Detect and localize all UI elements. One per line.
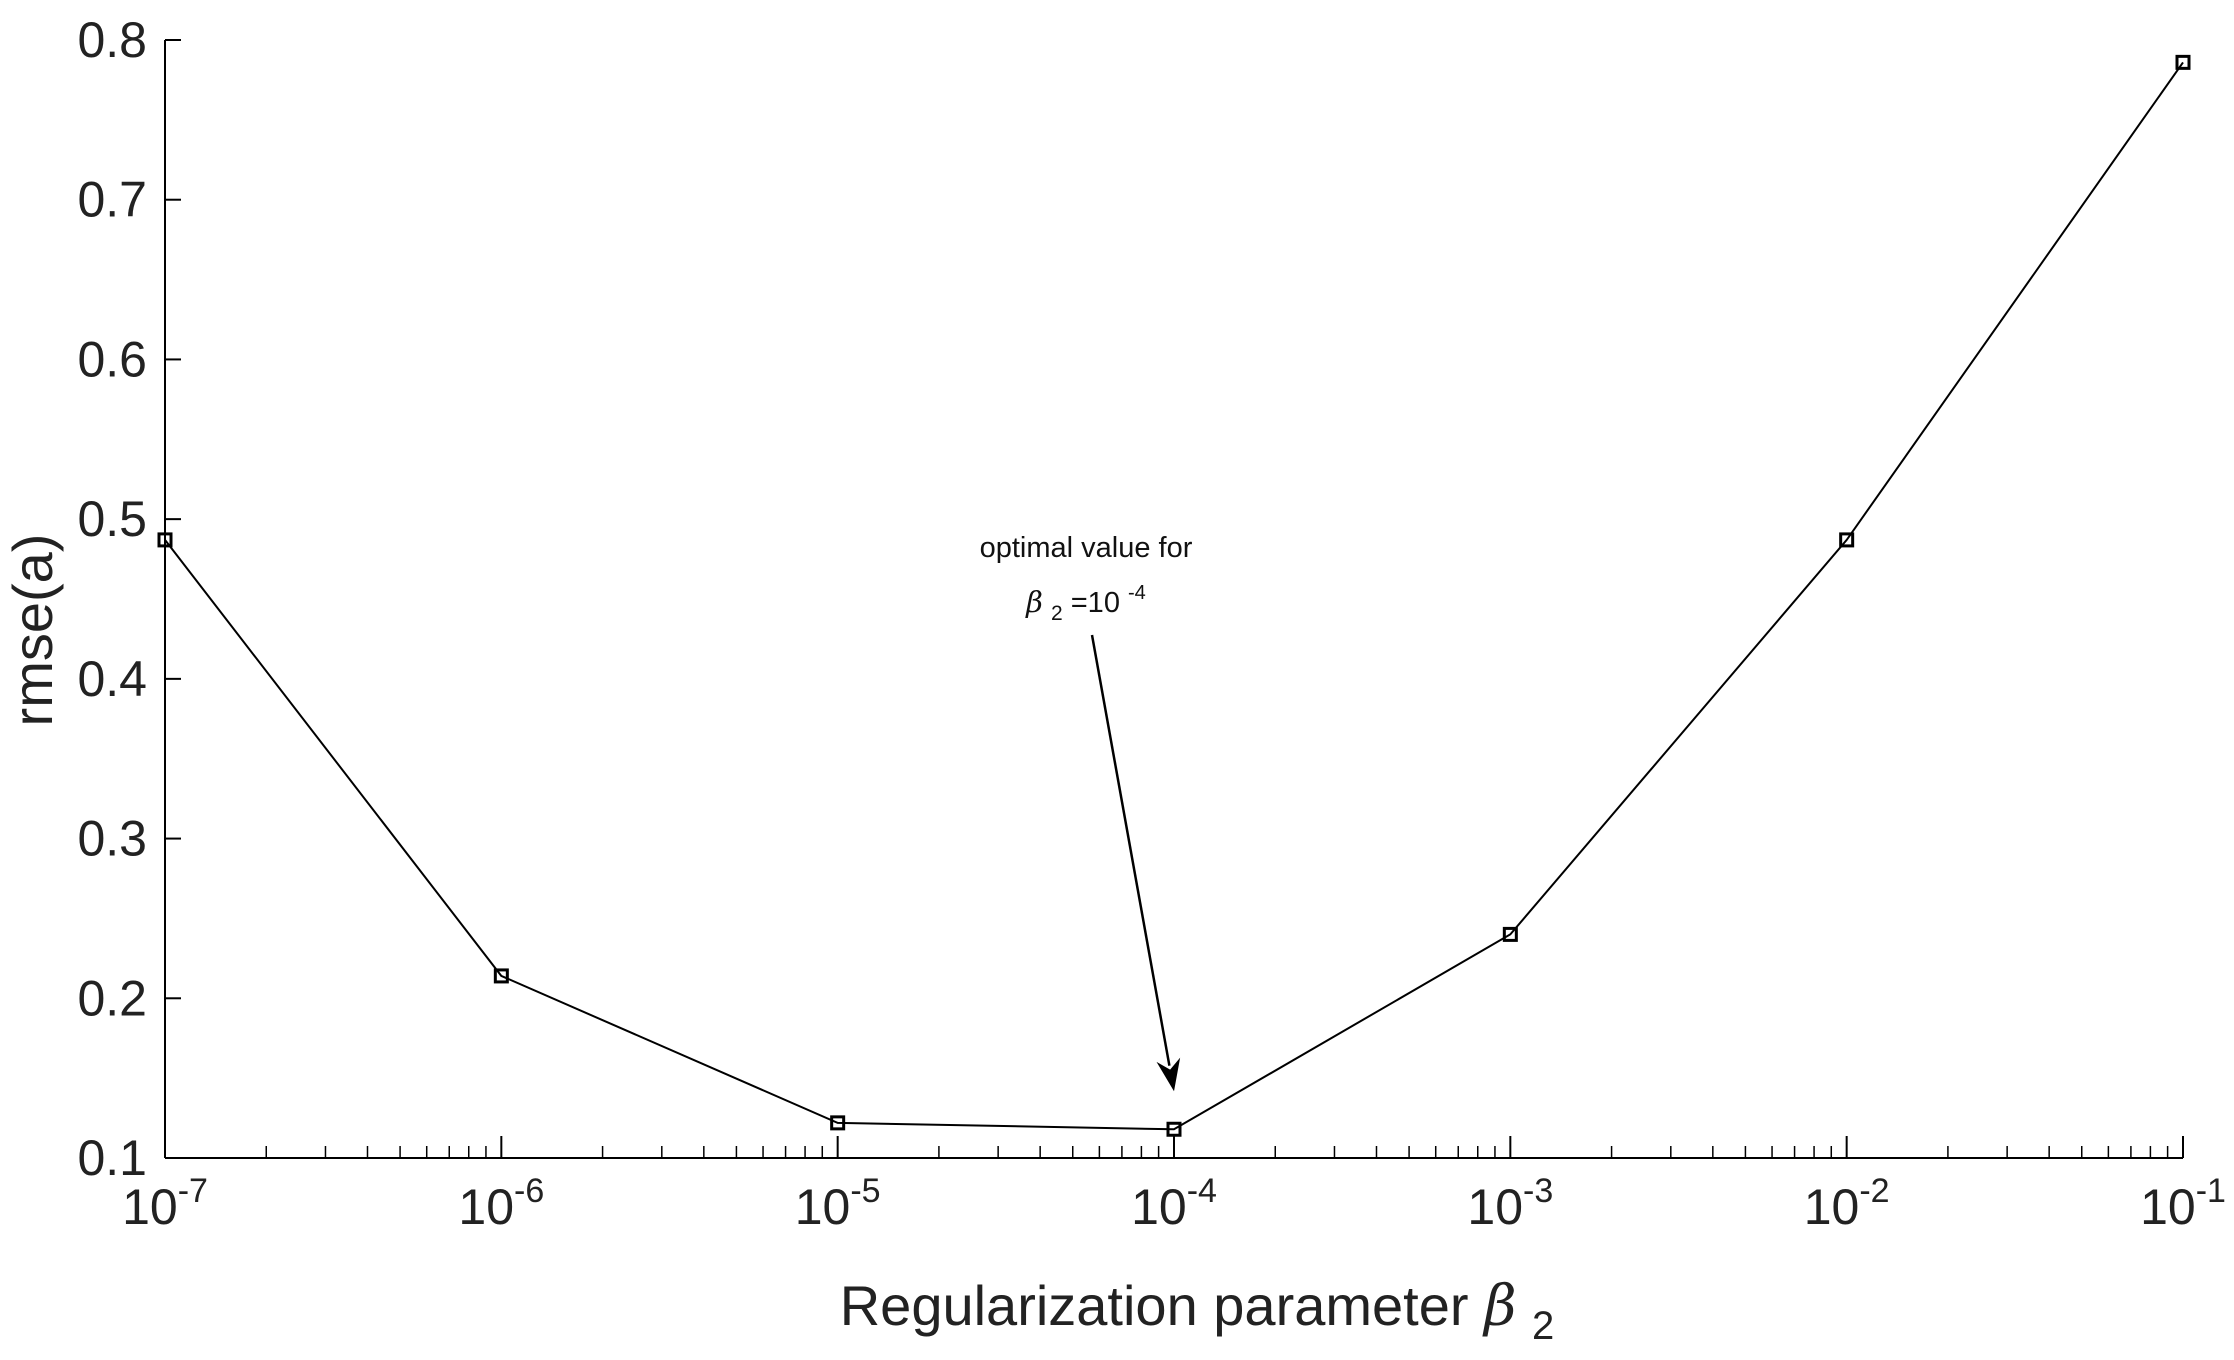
y-tick-label: 0.3 <box>77 811 147 867</box>
x-tick-label-base: 10 <box>1467 1179 1523 1235</box>
data-point-marker <box>1839 532 1855 548</box>
y-tick-label: 0.1 <box>77 1130 147 1186</box>
x-tick-label-base: 10 <box>1804 1179 1860 1235</box>
y-tick-label: 0.2 <box>77 970 147 1026</box>
x-tick-label-base: 10 <box>795 1179 851 1235</box>
x-tick-label-exponent: -3 <box>1523 1172 1553 1210</box>
annotation-subscript: 2 <box>1051 602 1063 625</box>
annotation-arrow-head <box>1156 1057 1181 1092</box>
data-point-marker <box>493 968 509 984</box>
x-tick-label: 10-7 <box>122 1172 208 1235</box>
x-axis-label: Regularization parameter β 2 <box>840 1274 1555 1348</box>
annotation: optimal value for β 2 =10 -4 <box>980 532 1193 1092</box>
x-tick-label-base: 10 <box>122 1179 178 1235</box>
x-tick-label: 10-1 <box>2140 1172 2226 1235</box>
annotation-symbol: β <box>1025 585 1043 619</box>
x-tick-label-exponent: -6 <box>514 1172 544 1210</box>
x-tick-label-base: 10 <box>1131 1179 1187 1235</box>
axes: 0.10.20.30.40.50.60.70.810-7 10-6 10-5 10-4… <box>77 12 2225 1235</box>
data-point-marker <box>830 1115 846 1131</box>
series-markers <box>157 54 2191 1137</box>
x-tick-label-exponent: -2 <box>1859 1172 1889 1210</box>
series-polyline <box>164 61 2184 1131</box>
y-tick-label: 0.4 <box>77 651 147 707</box>
x-tick-label: 10-3 <box>1467 1172 1553 1235</box>
x-tick-label: 10-6 <box>458 1172 544 1235</box>
data-point-marker <box>157 532 173 548</box>
y-tick-label: 0.5 <box>77 491 147 547</box>
x-tick-label-exponent: -1 <box>2196 1172 2226 1210</box>
annotation-arrow-line <box>1090 634 1171 1066</box>
data-point-marker <box>1166 1121 1182 1137</box>
x-tick-label: 10-4 <box>1131 1172 1217 1235</box>
x-axis-label-symbol: β <box>1482 1274 1516 1339</box>
x-tick-label-base: 10 <box>458 1179 514 1235</box>
annotation-equals: =10 <box>1071 587 1120 619</box>
annotation-line1: optimal value for <box>980 532 1193 564</box>
x-axis-label-text: Regularization parameter <box>840 1274 1469 1337</box>
x-axis-label-subscript: 2 <box>1532 1304 1554 1348</box>
annotation-line2: β 2 =10 -4 <box>1025 582 1146 627</box>
x-tick-label: 10-5 <box>795 1172 881 1235</box>
x-tick-label-exponent: -7 <box>178 1172 208 1210</box>
x-tick-label-exponent: -5 <box>850 1172 880 1210</box>
data-point-marker <box>1502 926 1518 942</box>
y-tick-label: 0.7 <box>77 172 147 228</box>
series-line <box>164 61 2184 1131</box>
annotation-exp: -4 <box>1128 582 1146 604</box>
x-tick-label: 10-2 <box>1804 1172 1890 1235</box>
y-tick-label: 0.8 <box>77 12 147 68</box>
x-tick-label-base: 10 <box>2140 1179 2196 1235</box>
y-tick-label: 0.6 <box>77 331 147 387</box>
data-point-marker <box>2175 54 2191 70</box>
y-axis-label: rmse(a) <box>1 534 64 727</box>
x-tick-label-exponent: -4 <box>1187 1172 1217 1210</box>
